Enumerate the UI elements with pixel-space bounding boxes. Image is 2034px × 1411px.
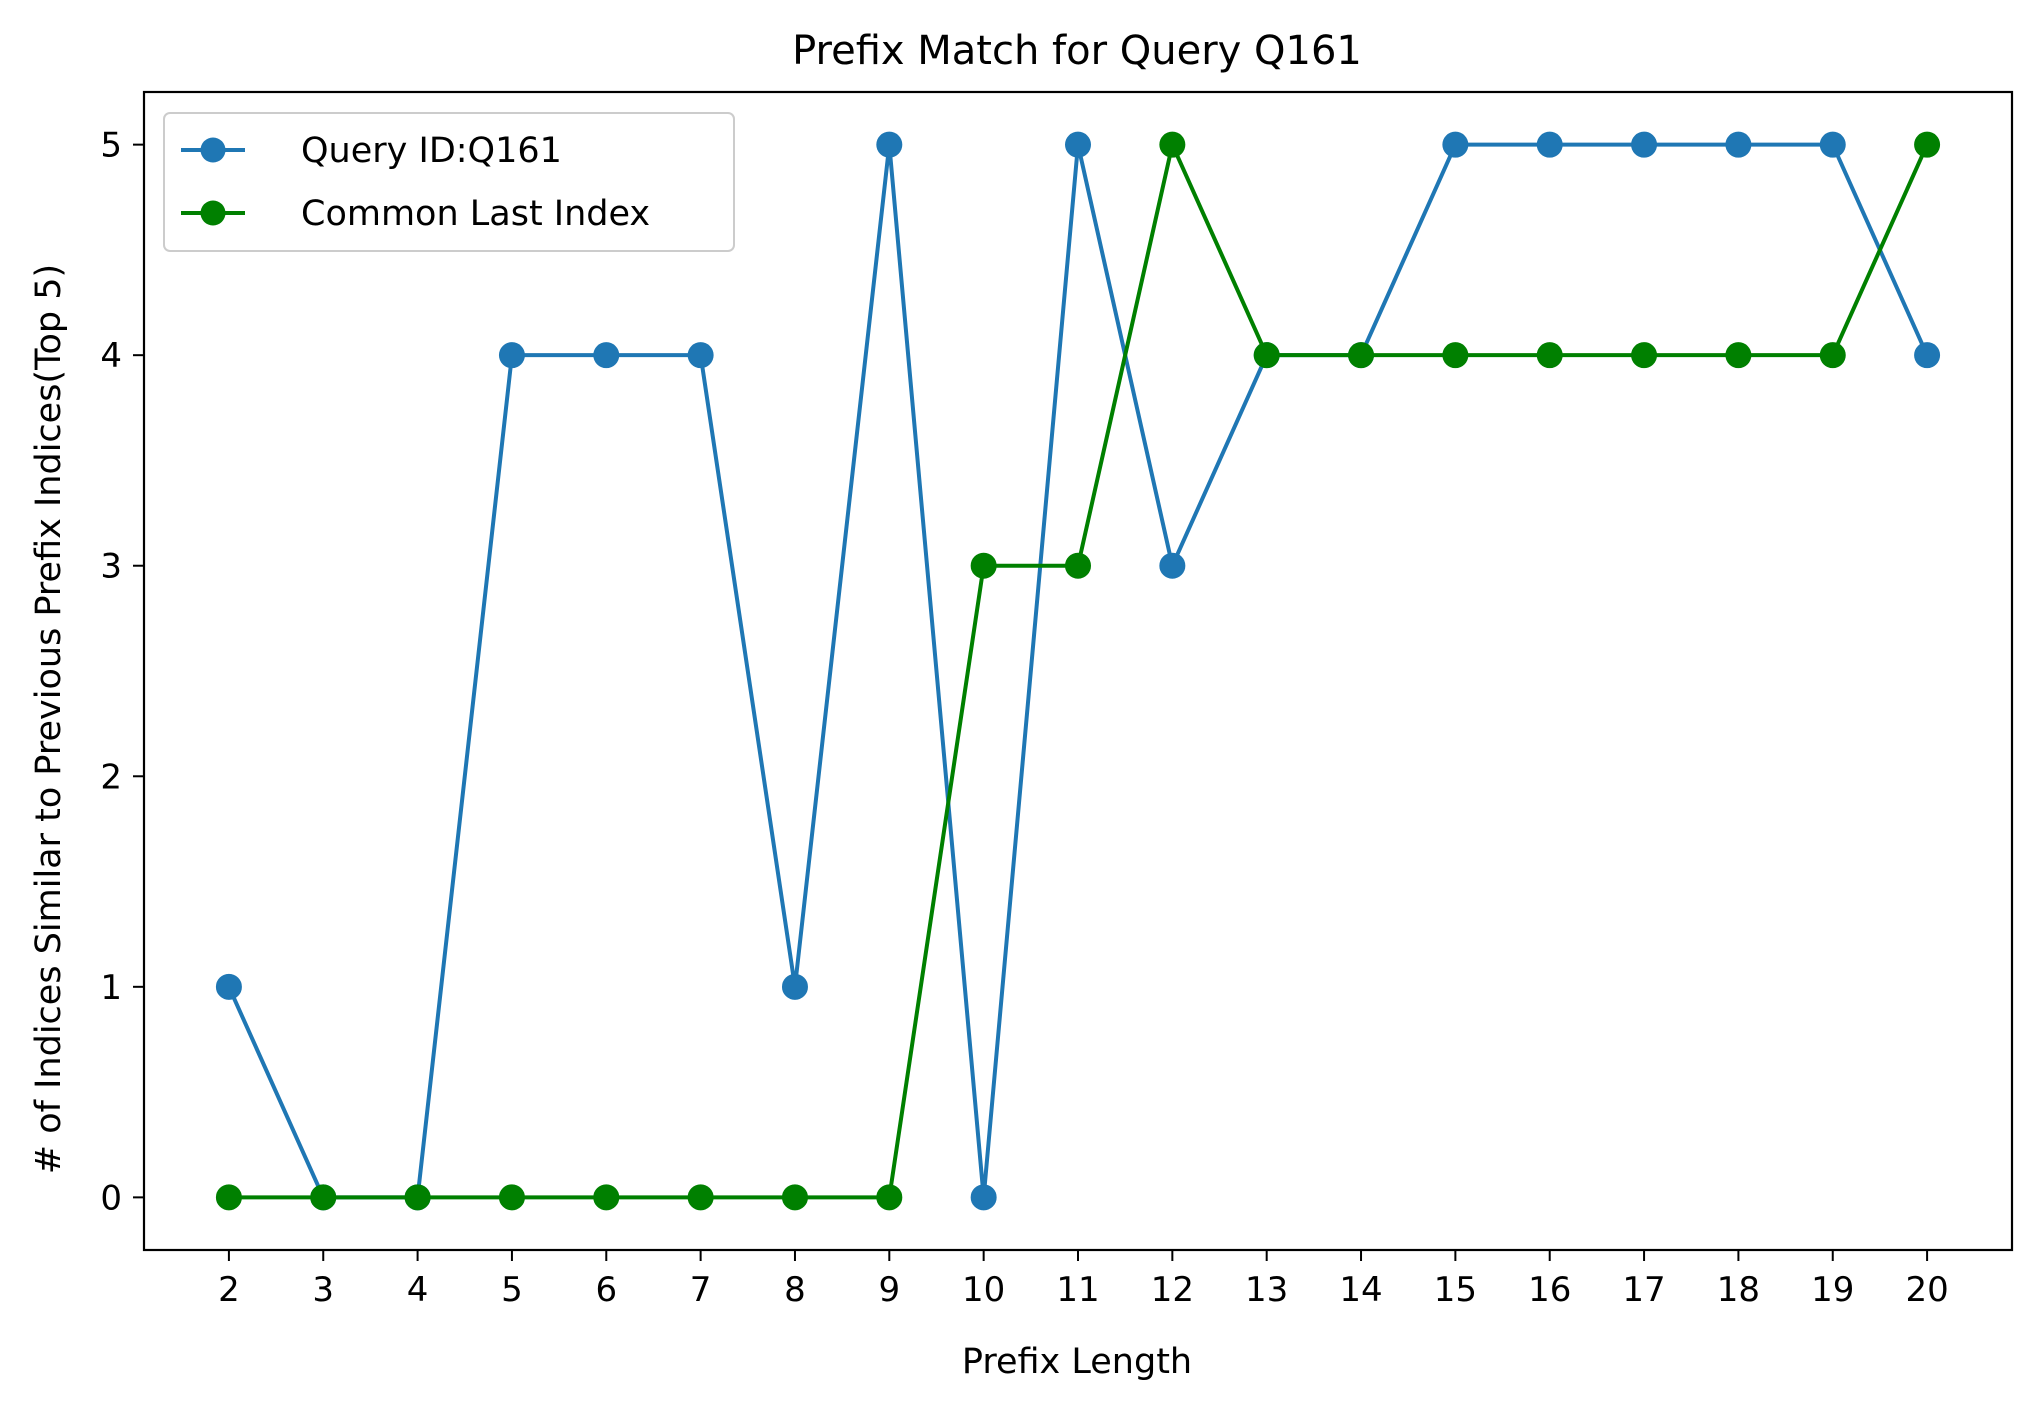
chart-title: Prefix Match for Query Q161 (792, 28, 1362, 74)
x-tick-label: 11 (1056, 1270, 1099, 1310)
y-tick-label: 3 (100, 547, 122, 587)
x-tick-label: 15 (1434, 1270, 1477, 1310)
legend-box (163, 112, 735, 252)
series-1-point (781, 973, 808, 1000)
series-1-point (593, 342, 620, 369)
series-2-point (1725, 342, 1752, 369)
y-axis-label: # of Indices Similar to Previous Prefix … (29, 264, 69, 1174)
series-2-point (1536, 342, 1563, 369)
series-2-point (1253, 342, 1280, 369)
x-tick-label: 4 (407, 1270, 429, 1310)
series-1-point (1442, 131, 1469, 158)
series-2-point (687, 1184, 714, 1211)
series-1-point (1536, 131, 1563, 158)
x-axis-label: Prefix Length (962, 1342, 1192, 1382)
series-1-point (1725, 131, 1752, 158)
x-tick-label: 13 (1245, 1270, 1288, 1310)
series-1-point (215, 973, 242, 1000)
series-1-point (1631, 131, 1658, 158)
series-2-point (781, 1184, 808, 1211)
series-1-point (1159, 552, 1186, 579)
x-tick-label: 19 (1811, 1270, 1854, 1310)
series-2-point (1914, 131, 1941, 158)
series-1-point (876, 131, 903, 158)
x-tick-label: 9 (878, 1270, 900, 1310)
x-tick-label: 14 (1339, 1270, 1382, 1310)
series-1-point (1819, 131, 1846, 158)
series-2-point (1159, 131, 1186, 158)
chart-legend: Query ID:Q161 Common Last Index (163, 112, 735, 252)
series-2-point (310, 1184, 337, 1211)
legend-label-1: Query ID:Q161 (301, 131, 562, 171)
y-tick-label: 0 (100, 1178, 122, 1218)
legend-marker-1 (200, 137, 226, 163)
y-tick-label: 4 (100, 336, 122, 376)
y-tick-label: 5 (100, 126, 122, 166)
series-1-point (970, 1184, 997, 1211)
series-1-point (687, 342, 714, 369)
legend-label-2: Common Last Index (301, 194, 650, 234)
legend-marker-2 (200, 200, 226, 226)
x-tick-label: 12 (1151, 1270, 1194, 1310)
x-tick-label: 20 (1905, 1270, 1948, 1310)
x-tick-label: 2 (218, 1270, 240, 1310)
series-1-point (498, 342, 525, 369)
series-2-point (1348, 342, 1375, 369)
x-tick-label: 7 (690, 1270, 712, 1310)
x-tick-label: 6 (595, 1270, 617, 1310)
series-2-point (1442, 342, 1469, 369)
series-2-point (1819, 342, 1846, 369)
x-tick-label: 18 (1717, 1270, 1760, 1310)
series-2-point (215, 1184, 242, 1211)
x-tick-label: 8 (784, 1270, 806, 1310)
x-tick-label: 3 (312, 1270, 334, 1310)
x-tick-label: 17 (1622, 1270, 1665, 1310)
y-tick-label: 1 (100, 968, 122, 1008)
x-tick-label: 16 (1528, 1270, 1571, 1310)
series-1-point (1914, 342, 1941, 369)
x-tick-label: 5 (501, 1270, 523, 1310)
series-2-point (970, 552, 997, 579)
series-2-point (498, 1184, 525, 1211)
series-1-point (1065, 131, 1091, 158)
series-2-point (1631, 342, 1658, 369)
y-tick-label: 2 (100, 757, 122, 797)
series-2-point (1065, 552, 1091, 579)
series-2-point (593, 1184, 620, 1211)
x-tick-label: 10 (962, 1270, 1005, 1310)
series-2-point (404, 1184, 431, 1211)
series-2-point (876, 1184, 903, 1211)
